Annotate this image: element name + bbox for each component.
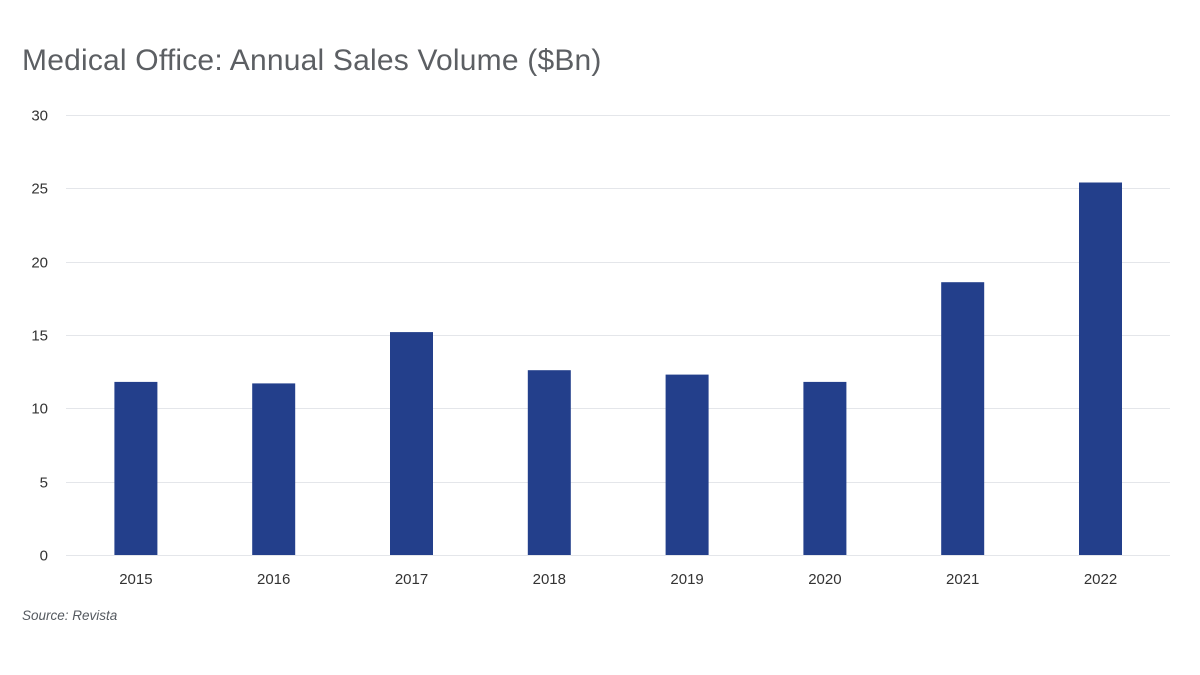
x-tick-label: 2022 [1084, 571, 1117, 588]
bar-2019 [665, 374, 709, 555]
y-tick-label: 25 [31, 181, 48, 198]
x-tick-label: 2017 [395, 571, 428, 588]
x-axis-ticks: 2015 2016 2017 2018 2019 2020 2021 2022 [119, 571, 1117, 588]
chart-title: Medical Office: Annual Sales Volume ($Bn… [22, 44, 602, 77]
bar-2015 [114, 381, 158, 555]
source-note: Source: Revista [22, 608, 118, 623]
x-tick-label: 2018 [533, 571, 566, 588]
x-tick-label: 2021 [946, 571, 979, 588]
bar-2022 [1079, 182, 1122, 555]
x-tick-label: 2019 [670, 571, 703, 588]
y-tick-label: 30 [31, 108, 48, 125]
bar-2018 [527, 370, 571, 555]
y-tick-label: 20 [31, 255, 48, 272]
x-tick-label: 2015 [119, 571, 152, 588]
gridlines [66, 115, 1170, 556]
bar-2020 [803, 381, 847, 555]
bar-2017 [390, 332, 433, 555]
x-tick-label: 2016 [257, 571, 290, 588]
y-tick-label: 10 [31, 401, 48, 418]
bar-2021 [941, 282, 985, 555]
bars [114, 182, 1122, 555]
y-tick-label: 15 [31, 328, 48, 345]
y-tick-label: 0 [40, 548, 48, 565]
bar-2016 [252, 383, 296, 555]
y-axis-ticks: 0 5 10 15 20 25 30 [31, 108, 48, 565]
y-tick-label: 5 [40, 475, 48, 492]
x-tick-label: 2020 [808, 571, 841, 588]
